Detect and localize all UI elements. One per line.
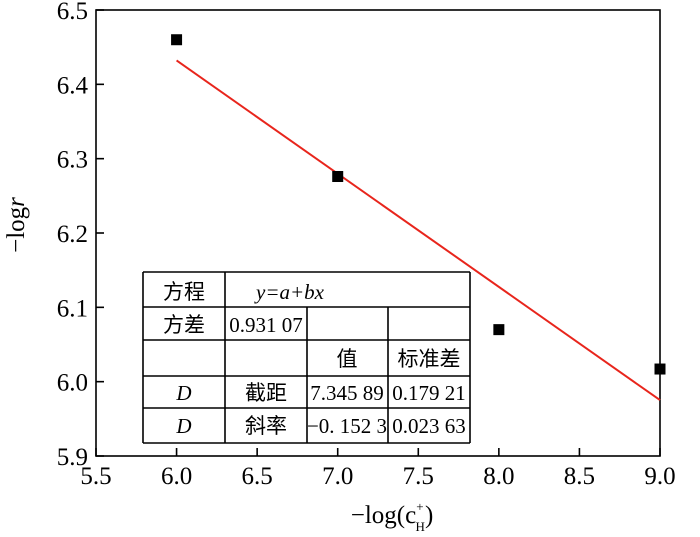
y-tick-label: 6.3 [57,147,88,174]
x-tick-label: 6.0 [161,463,192,490]
x-axis-title-sup: + [416,499,423,514]
x-tick-label: 6.5 [242,463,273,490]
table-cell-intercept-label: 截距 [245,381,287,405]
table-cell-variance-label: 方差 [163,313,205,337]
table-cell-slope-value: −0. 152 3 [307,414,387,438]
data-point [493,324,505,336]
data-points [171,34,666,375]
x-tick-label: 8.5 [564,463,595,490]
x-axis-ticks: 5.5 6.0 6.5 7.0 7.5 8.0 8.5 9.0 [80,448,676,490]
y-tick-label: 6.5 [57,0,88,25]
y-axis-title: −logr [3,197,30,253]
x-axis-title: −log(c+ H) [351,499,434,534]
x-tick-label: 7.0 [322,463,353,490]
table-cell-slope-d: D [175,414,191,438]
data-point [171,34,183,46]
fit-line [175,59,661,401]
y-tick-label: 6.1 [57,295,88,322]
y-tick-label: 5.9 [57,444,88,471]
table-cell-intercept-value: 7.345 89 [310,381,384,405]
x-tick-label: 5.5 [80,463,111,490]
x-tick-label: 8.0 [483,463,514,490]
fit-line-group [175,59,661,401]
data-point [332,171,344,183]
x-axis-title-main: −log(c [351,502,416,529]
table-cell-variance-value: 0.931 07 [229,313,303,337]
table-cell-header-stderr: 标准差 [398,347,461,371]
table-cell-equation: y=a+bx [254,280,325,304]
x-tick-label: 7.5 [403,463,434,490]
y-axis-ticks: 5.9 6.0 6.1 6.2 6.3 6.4 6.5 [57,0,104,471]
table-cell-equation-label: 方程 [163,280,205,304]
y-tick-label: 6.0 [57,370,88,397]
y-tick-label: 6.4 [57,72,89,99]
y-axis-title-main: −log [3,206,30,253]
x-tick-label: 9.0 [644,463,675,490]
y-tick-label: 6.2 [57,221,88,248]
table-cell-slope-stderr: 0.023 63 [392,414,466,438]
data-point [654,363,666,375]
table-cell-header-value: 值 [337,347,358,371]
table-cell-slope-label: 斜率 [245,414,287,438]
table-cell-intercept-stderr: 0.179 21 [392,381,466,405]
x-axis-title-close: ) [425,502,433,529]
y-axis-title-var: r [3,197,30,207]
regression-table: 方程 y=a+bx 方差 0.931 07 值 标准差 D 截距 7.345 8… [142,271,471,444]
x-axis-title-sub: H [416,519,425,534]
table-cell-intercept-d: D [175,381,191,405]
